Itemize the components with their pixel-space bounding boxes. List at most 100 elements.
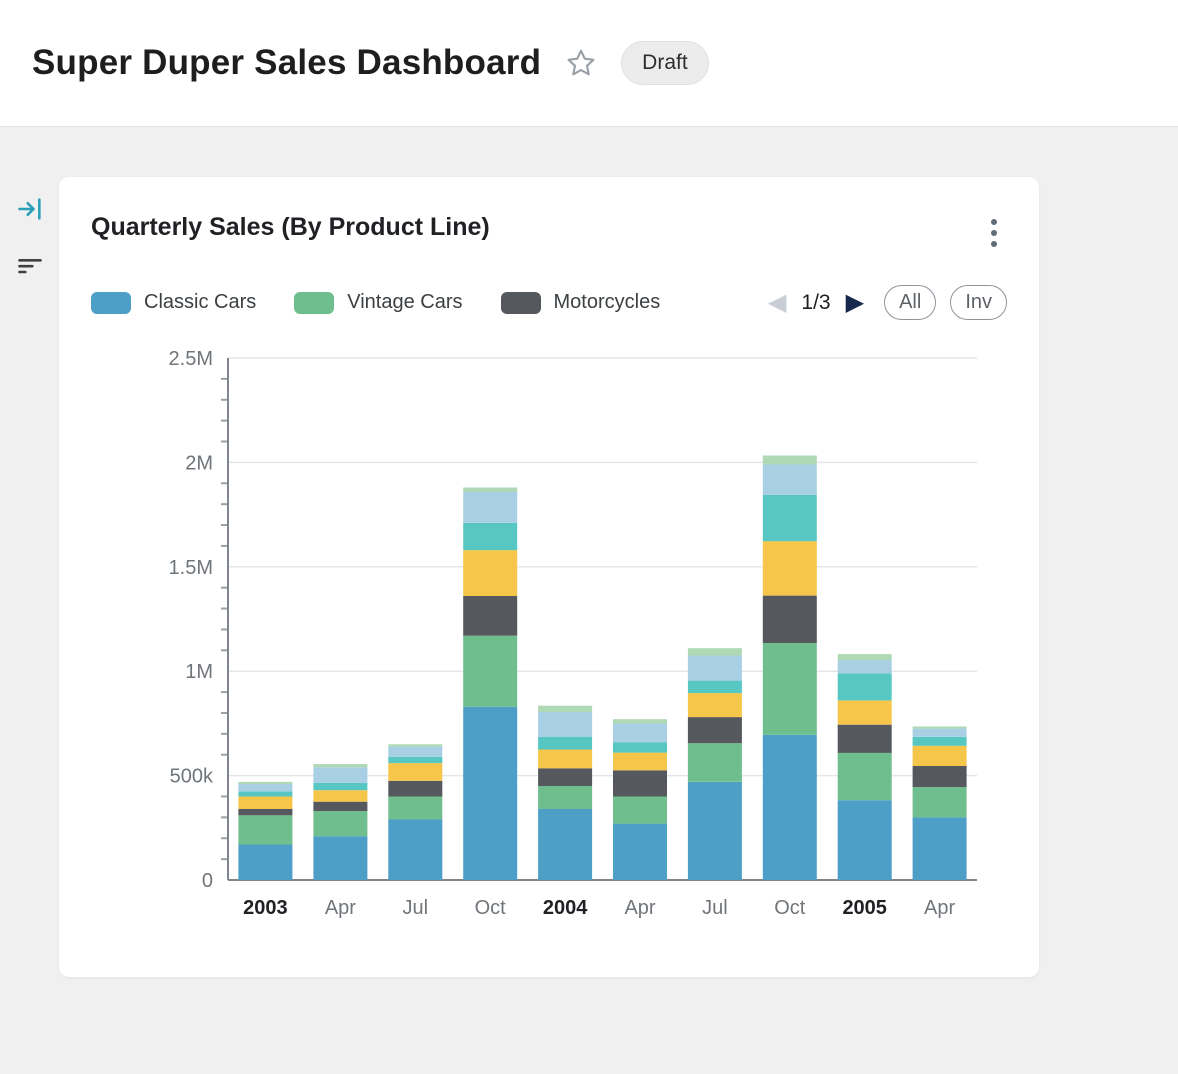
bar-segment-motorcycles[interactable]: [687, 717, 742, 744]
bar-segment-series-6[interactable]: [762, 464, 817, 495]
bar-segment-series-7[interactable]: [613, 719, 667, 724]
bar-segment-classic-cars[interactable]: [313, 836, 368, 880]
bar-segment-classic-cars[interactable]: [538, 809, 593, 880]
bar-segment-classic-cars[interactable]: [912, 817, 967, 880]
legend-item-motorcycles[interactable]: Motorcycles: [500, 291, 661, 314]
bar-segment-motorcycles[interactable]: [912, 766, 967, 788]
x-axis-label: Apr: [325, 897, 356, 919]
bar-segment-series-5[interactable]: [313, 782, 368, 791]
bar-segment-series-5[interactable]: [613, 742, 667, 753]
kebab-dot: [991, 219, 997, 225]
x-axis-label: Oct: [774, 897, 806, 919]
x-axis-label: Jul: [702, 897, 728, 919]
bar-segment-series-4[interactable]: [313, 790, 368, 802]
legend-next-icon[interactable]: ▶: [845, 288, 865, 316]
bar-segment-vintage-cars[interactable]: [613, 796, 667, 824]
bar-segment-series-7[interactable]: [538, 705, 593, 712]
kebab-dot: [991, 230, 997, 236]
bar-segment-series-5[interactable]: [912, 736, 967, 746]
y-axis-label: 1.5M: [169, 557, 213, 579]
legend-label: Classic Cars: [144, 291, 257, 313]
bar-segment-series-6[interactable]: [912, 728, 967, 737]
legend-prev-icon[interactable]: ◀: [767, 288, 787, 316]
x-axis-label: Apr: [624, 897, 655, 919]
bar-segment-series-7[interactable]: [762, 455, 817, 465]
bar-segment-vintage-cars[interactable]: [238, 815, 293, 845]
bar-segment-series-4[interactable]: [762, 541, 817, 596]
bar-segment-classic-cars[interactable]: [687, 781, 742, 880]
bar-segment-series-4[interactable]: [912, 745, 967, 766]
bar-segment-classic-cars[interactable]: [837, 800, 892, 880]
bar-segment-vintage-cars[interactable]: [463, 635, 518, 707]
bar-segment-series-4[interactable]: [238, 796, 293, 810]
bar-segment-series-6[interactable]: [463, 491, 518, 523]
bar-segment-series-4[interactable]: [388, 763, 443, 781]
bar-segment-motorcycles[interactable]: [313, 801, 368, 812]
bar-segment-motorcycles[interactable]: [613, 770, 667, 797]
bar-segment-motorcycles[interactable]: [762, 595, 817, 643]
bar-segment-classic-cars[interactable]: [388, 819, 443, 880]
bar-segment-vintage-cars[interactable]: [762, 643, 817, 735]
bar-segment-series-6[interactable]: [388, 746, 443, 757]
bar-segment-series-6[interactable]: [687, 655, 742, 681]
bar-segment-series-4[interactable]: [837, 700, 892, 725]
page-title: Super Duper Sales Dashboard: [32, 43, 542, 82]
x-axis-label: Oct: [475, 897, 507, 919]
bar-segment-series-7[interactable]: [238, 781, 293, 784]
y-axis-label: 1M: [185, 661, 213, 683]
bar-segment-series-7[interactable]: [687, 648, 742, 656]
bar-segment-series-5[interactable]: [762, 494, 817, 542]
bar-segment-series-5[interactable]: [538, 737, 593, 750]
bar-segment-series-7[interactable]: [388, 744, 443, 747]
bar-segment-series-5[interactable]: [687, 680, 742, 694]
bar-segment-series-4[interactable]: [463, 550, 518, 596]
bar-segment-series-5[interactable]: [837, 673, 892, 701]
bar-segment-series-7[interactable]: [912, 726, 967, 729]
bar-segment-series-4[interactable]: [687, 693, 742, 718]
bar-segment-series-6[interactable]: [238, 784, 293, 792]
bar-segment-motorcycles[interactable]: [538, 768, 593, 786]
inv-button[interactable]: Inv: [950, 285, 1007, 320]
bar-segment-series-7[interactable]: [463, 487, 518, 492]
chart-card: Quarterly Sales (By Product Line) Classi…: [59, 177, 1039, 977]
legend-label: Motorcycles: [553, 291, 661, 313]
filter-icon[interactable]: [14, 249, 46, 281]
bar-segment-motorcycles[interactable]: [837, 724, 892, 753]
bar-segment-vintage-cars[interactable]: [687, 743, 742, 782]
bar-segment-series-4[interactable]: [613, 752, 667, 771]
bar-segment-motorcycles[interactable]: [463, 596, 518, 636]
bar-segment-series-6[interactable]: [837, 660, 892, 674]
x-axis-label: 2003: [243, 897, 288, 919]
bar-segment-series-5[interactable]: [463, 523, 518, 551]
bar-segment-motorcycles[interactable]: [238, 809, 293, 816]
bar-segment-series-6[interactable]: [613, 723, 667, 743]
star-icon[interactable]: [563, 45, 599, 81]
bar-segment-vintage-cars[interactable]: [313, 811, 368, 837]
bar-segment-series-7[interactable]: [837, 654, 892, 661]
bar-segment-series-5[interactable]: [388, 756, 443, 764]
bar-segment-vintage-cars[interactable]: [538, 786, 593, 809]
status-badge: Draft: [621, 41, 709, 85]
legend-item-classic-cars[interactable]: Classic Cars: [91, 291, 256, 314]
bar-segment-motorcycles[interactable]: [388, 780, 443, 797]
bar-segment-classic-cars[interactable]: [762, 734, 817, 880]
bar-segment-classic-cars[interactable]: [238, 844, 293, 881]
bar-segment-series-7[interactable]: [313, 764, 368, 768]
all-button[interactable]: All: [884, 285, 937, 320]
kebab-menu-icon[interactable]: [981, 213, 1007, 253]
bar-segment-vintage-cars[interactable]: [837, 752, 892, 801]
bar-segment-classic-cars[interactable]: [613, 823, 667, 880]
bar-segment-series-4[interactable]: [538, 749, 593, 769]
legend-swatch: [91, 291, 131, 314]
bar-segment-vintage-cars[interactable]: [388, 796, 443, 820]
legend-item-vintage-cars[interactable]: Vintage Cars: [294, 291, 463, 314]
chart-legend: Classic Cars Vintage Cars Motorcycles: [91, 291, 660, 314]
bar-segment-series-5[interactable]: [238, 791, 293, 797]
bar-segment-series-6[interactable]: [538, 711, 593, 737]
kebab-dot: [991, 241, 997, 247]
collapse-right-icon[interactable]: [14, 193, 46, 225]
bar-segment-classic-cars[interactable]: [463, 706, 518, 880]
legend-swatch: [294, 291, 335, 314]
bar-segment-series-6[interactable]: [313, 767, 368, 783]
bar-segment-vintage-cars[interactable]: [912, 787, 967, 818]
